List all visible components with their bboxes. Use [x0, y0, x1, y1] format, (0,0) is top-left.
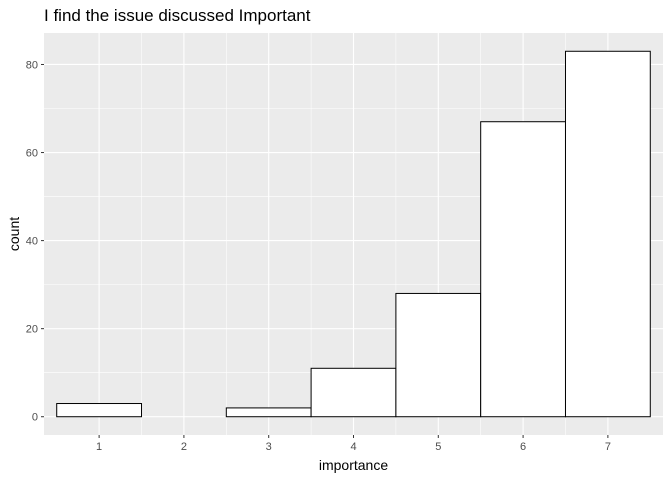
x-tick-label: 3 — [266, 441, 272, 453]
bars — [56, 50, 651, 418]
bar-7 — [564, 50, 651, 418]
bar-5 — [395, 292, 482, 418]
x-axis: 1 2 3 4 5 6 7 — [96, 435, 611, 453]
y-axis-title: count — [6, 217, 22, 251]
chart-title: I find the issue discussed Important — [44, 6, 311, 25]
y-tick-label: 20 — [26, 324, 38, 336]
x-tick-label: 4 — [350, 441, 356, 453]
bar-3 — [225, 407, 312, 418]
x-tick-label: 1 — [96, 441, 102, 453]
y-tick-label: 80 — [26, 59, 38, 71]
y-tick-label: 0 — [32, 412, 38, 424]
y-axis: 0 20 40 60 80 — [26, 59, 44, 424]
y-tick-label: 60 — [26, 148, 38, 160]
y-tick-label: 40 — [26, 236, 38, 248]
x-tick-label: 5 — [435, 441, 441, 453]
bar-6 — [480, 121, 566, 418]
x-axis-title: importance — [319, 457, 388, 473]
x-tick-label: 2 — [181, 441, 187, 453]
x-tick-label: 6 — [520, 441, 526, 453]
bar-1 — [56, 403, 143, 418]
x-tick-label: 7 — [605, 441, 611, 453]
bar-4 — [310, 367, 397, 418]
